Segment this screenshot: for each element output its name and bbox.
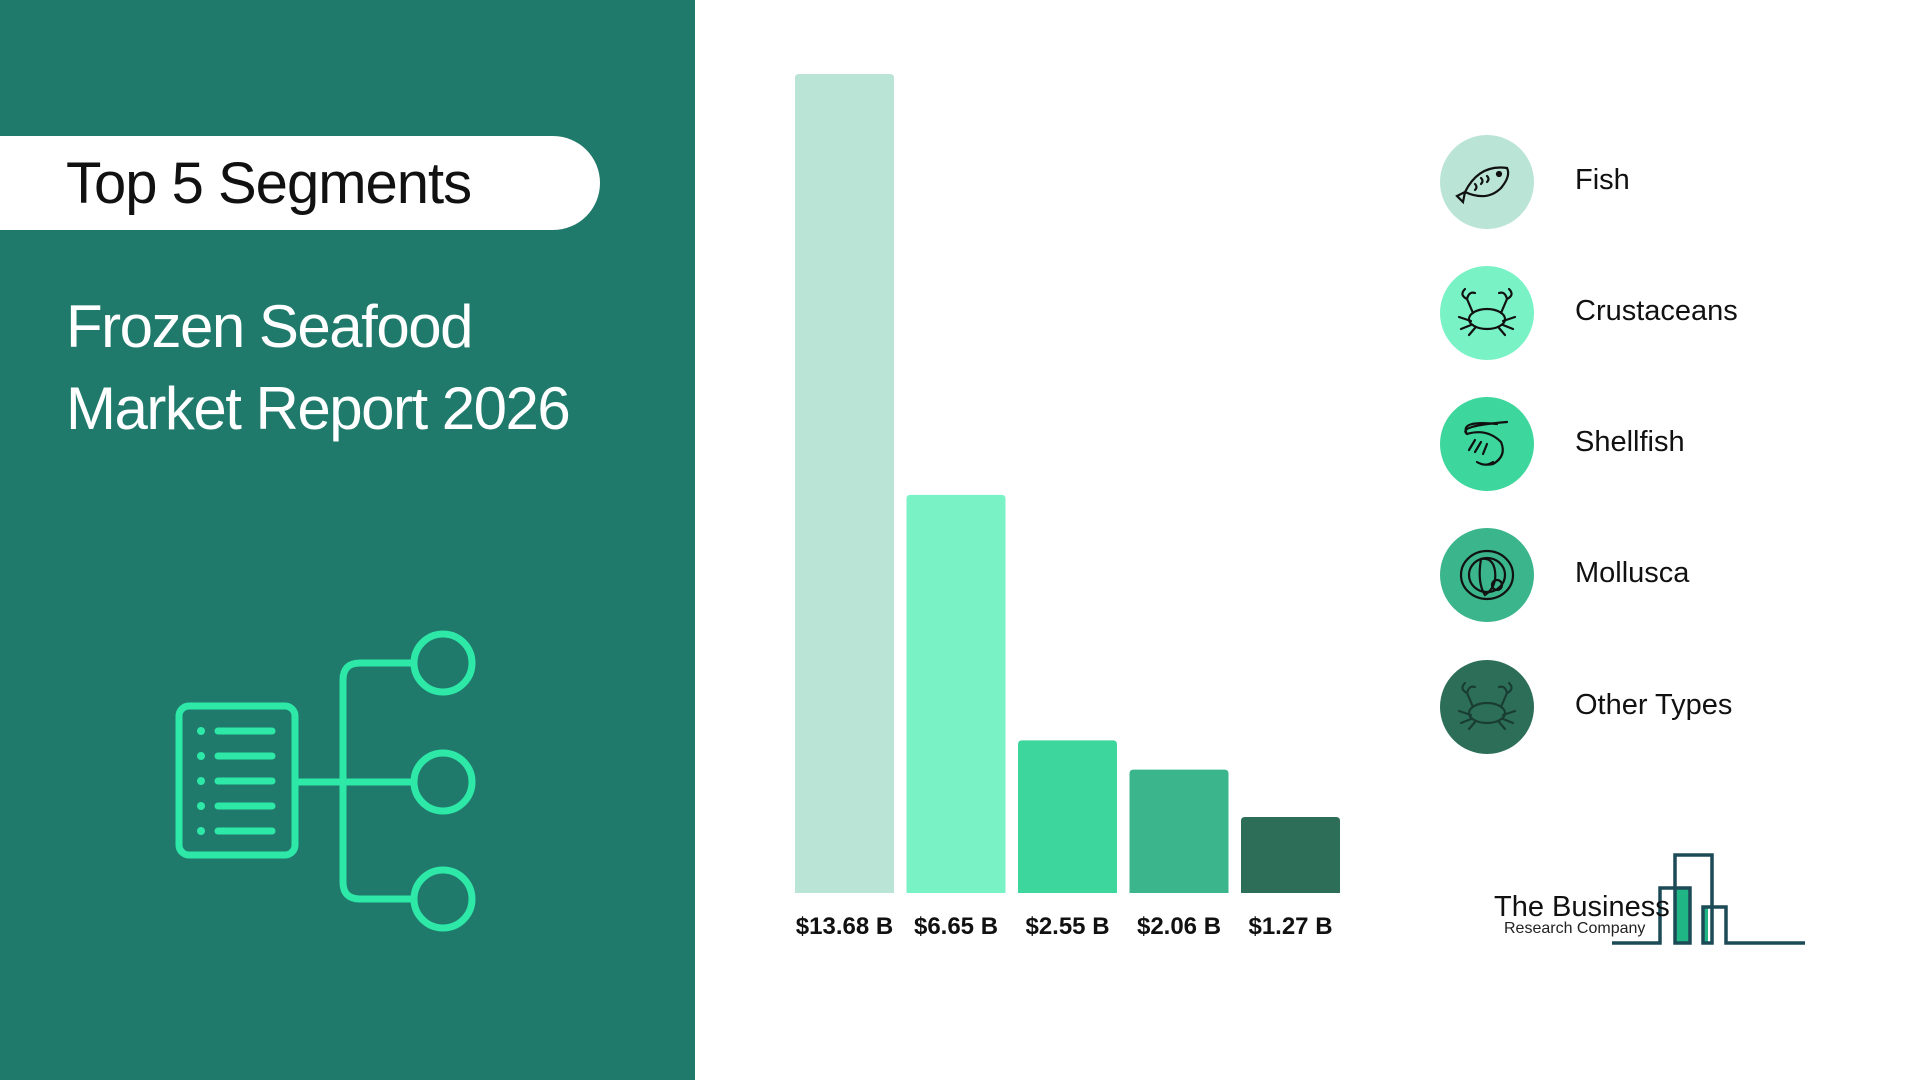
- shrimp-icon: [1464, 420, 1509, 466]
- bar-shellfish: [1018, 740, 1117, 893]
- legend-label: Mollusca: [1575, 557, 1690, 589]
- bar-crustaceans: [906, 494, 1006, 893]
- bar-other-types: [1241, 816, 1340, 893]
- bar-value-label: $2.06 B: [1137, 913, 1221, 940]
- legend-label: Crustaceans: [1575, 295, 1738, 327]
- legend-swatch: [1440, 660, 1534, 754]
- fish-plate-icon: [1459, 549, 1515, 601]
- company-logo: The Business Research Company: [1490, 850, 1810, 955]
- crab-icon: [1457, 287, 1517, 337]
- crab-icon: [1457, 681, 1517, 731]
- legend-swatch: [1440, 397, 1534, 491]
- pill-title-text: Top 5 Segments: [66, 151, 472, 216]
- logo-buildings-icon: [1612, 853, 1805, 945]
- legend-swatch: [1440, 135, 1534, 229]
- legend-swatch: [1440, 528, 1534, 622]
- bar-mollusca: [1129, 769, 1229, 893]
- legend-label: Shellfish: [1575, 426, 1685, 458]
- logo-line1: The Business: [1494, 891, 1670, 923]
- bar-value-label: $13.68 B: [796, 913, 893, 940]
- bar-value-label: $1.27 B: [1248, 913, 1332, 940]
- pill-title: Top 5 Segments: [0, 136, 600, 230]
- left-panel: Top 5 Segments Frozen Seafood Market Rep…: [0, 0, 695, 1080]
- legend-label: Other Types: [1575, 689, 1733, 721]
- logo-line2: Research Company: [1504, 920, 1646, 937]
- bar-value-label: $6.65 B: [914, 913, 998, 940]
- report-title-line2: Market Report 2026: [66, 375, 571, 442]
- bar-value-label: $2.55 B: [1025, 913, 1109, 940]
- fish-icon: [1455, 166, 1510, 205]
- legend-swatch: [1440, 266, 1534, 360]
- bar-fish: [795, 74, 894, 893]
- legend-label: Fish: [1575, 164, 1630, 196]
- report-title-line1: Frozen Seafood: [66, 293, 473, 360]
- segments-diagram-icon: [175, 630, 476, 932]
